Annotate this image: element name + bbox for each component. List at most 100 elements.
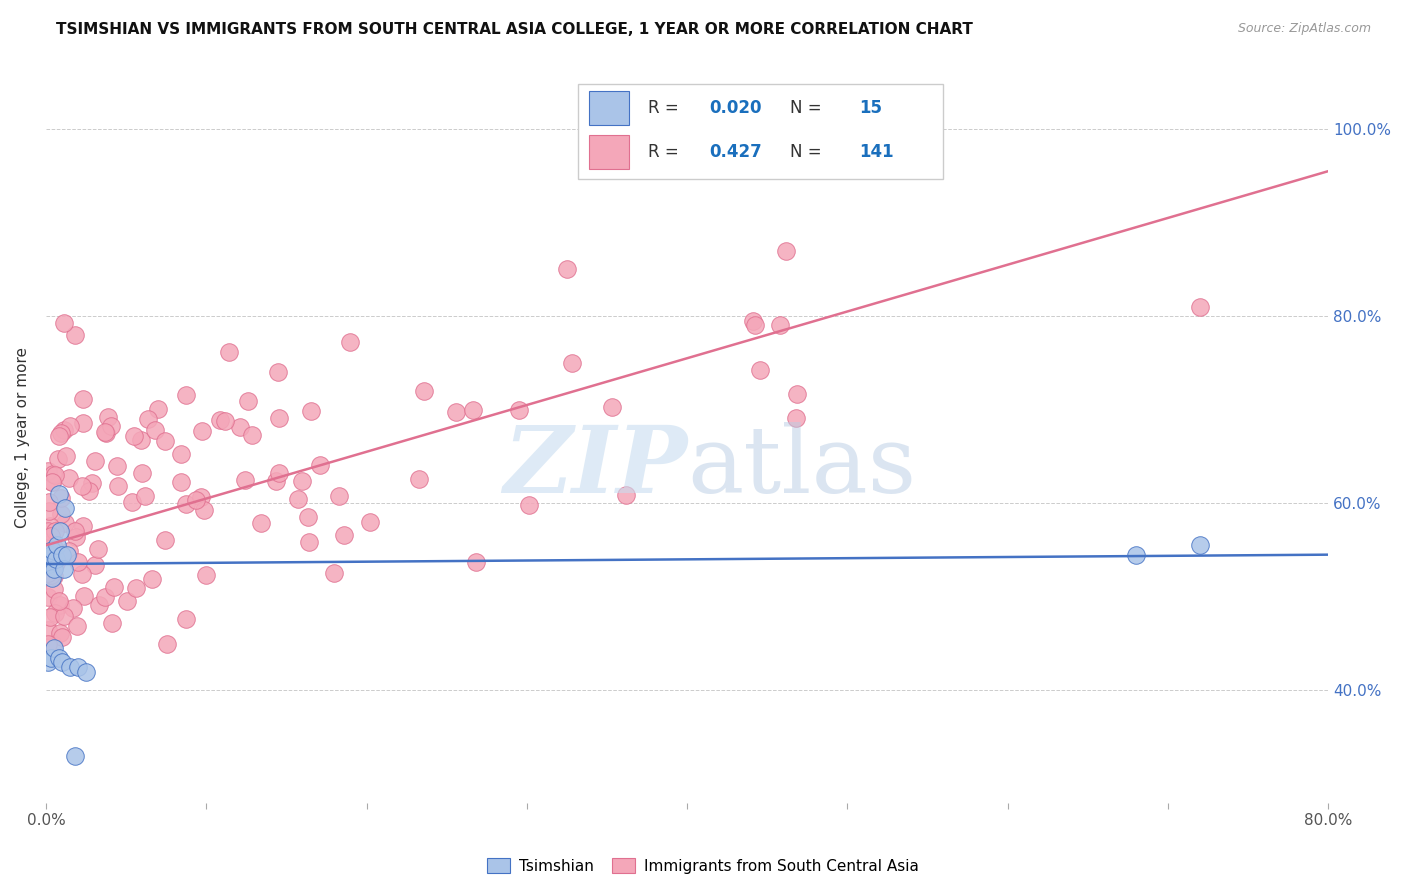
Point <box>39 567 62 582</box>
Point <box>176 497 198 511</box>
Point <box>269 466 291 480</box>
Point <box>333 527 356 541</box>
Point <box>42 538 65 552</box>
Point <box>37 566 59 581</box>
Point <box>105 459 128 474</box>
Point <box>49 625 72 640</box>
Point <box>41 475 63 489</box>
Point <box>62 600 84 615</box>
Point <box>328 489 350 503</box>
Point <box>87 598 110 612</box>
Point <box>444 404 467 418</box>
Text: Source: ZipAtlas.com: Source: ZipAtlas.com <box>1237 22 1371 36</box>
Point <box>240 428 263 442</box>
Point <box>49 598 72 612</box>
Point <box>72 392 94 406</box>
Point <box>51 631 73 645</box>
Point <box>38 557 60 571</box>
Point <box>208 413 231 427</box>
Point <box>73 589 96 603</box>
Point <box>48 487 70 501</box>
Point <box>301 404 323 418</box>
Point <box>134 489 156 503</box>
Point <box>37 636 59 650</box>
Point <box>614 488 637 502</box>
Point <box>125 581 148 595</box>
Point <box>174 387 197 401</box>
Point <box>94 425 117 439</box>
Point <box>38 519 60 533</box>
Point <box>131 466 153 480</box>
Point <box>37 655 59 669</box>
Point <box>214 414 236 428</box>
Point <box>48 650 70 665</box>
Point <box>153 533 176 547</box>
Point <box>136 411 159 425</box>
Point <box>463 403 485 417</box>
Point <box>744 318 766 333</box>
Point <box>48 594 70 608</box>
Point <box>238 394 260 409</box>
Point <box>808 122 831 136</box>
Point <box>44 556 66 570</box>
Point <box>58 544 80 558</box>
Point <box>70 567 93 582</box>
Point <box>49 507 72 521</box>
Point <box>1188 538 1211 552</box>
Point <box>72 519 94 533</box>
Point <box>45 552 67 566</box>
Point <box>37 524 59 538</box>
Point <box>39 529 62 543</box>
Point <box>59 660 82 674</box>
Point <box>72 416 94 430</box>
Point <box>42 467 65 481</box>
Point <box>41 475 63 490</box>
Point <box>322 566 344 581</box>
Point <box>131 433 153 447</box>
Point <box>101 616 124 631</box>
Point <box>65 530 87 544</box>
Point <box>52 316 75 330</box>
Point <box>44 606 66 620</box>
Point <box>155 636 177 650</box>
Point <box>153 434 176 449</box>
Point <box>184 492 207 507</box>
Point <box>52 562 75 576</box>
Point <box>44 524 66 538</box>
Point <box>309 458 332 472</box>
Point <box>39 610 62 624</box>
Point <box>56 548 79 562</box>
Point <box>107 479 129 493</box>
Point <box>517 499 540 513</box>
Point <box>66 660 89 674</box>
Point <box>49 524 72 539</box>
Point <box>66 619 89 633</box>
Text: TSIMSHIAN VS IMMIGRANTS FROM SOUTH CENTRAL ASIA COLLEGE, 1 YEAR OR MORE CORRELAT: TSIMSHIAN VS IMMIGRANTS FROM SOUTH CENTR… <box>56 22 973 37</box>
Point <box>37 464 59 478</box>
Point <box>53 516 76 530</box>
Point <box>79 483 101 498</box>
Point <box>39 650 62 665</box>
Point <box>44 552 66 566</box>
Point <box>46 538 69 552</box>
Point <box>413 384 436 399</box>
Point <box>38 494 60 508</box>
Point <box>170 475 193 489</box>
Point <box>49 425 72 440</box>
Point <box>775 244 797 258</box>
Point <box>250 516 273 531</box>
Point <box>555 262 578 277</box>
Point <box>63 748 86 763</box>
Point <box>94 426 117 441</box>
Point <box>66 555 89 569</box>
Y-axis label: College, 1 year or more: College, 1 year or more <box>15 347 30 528</box>
Point <box>742 313 765 327</box>
Point <box>59 419 82 434</box>
Point <box>94 590 117 604</box>
Point <box>103 580 125 594</box>
Text: ZIP: ZIP <box>503 422 688 512</box>
Point <box>53 500 76 515</box>
Point <box>600 400 623 414</box>
Point <box>65 327 87 342</box>
Point <box>561 356 583 370</box>
